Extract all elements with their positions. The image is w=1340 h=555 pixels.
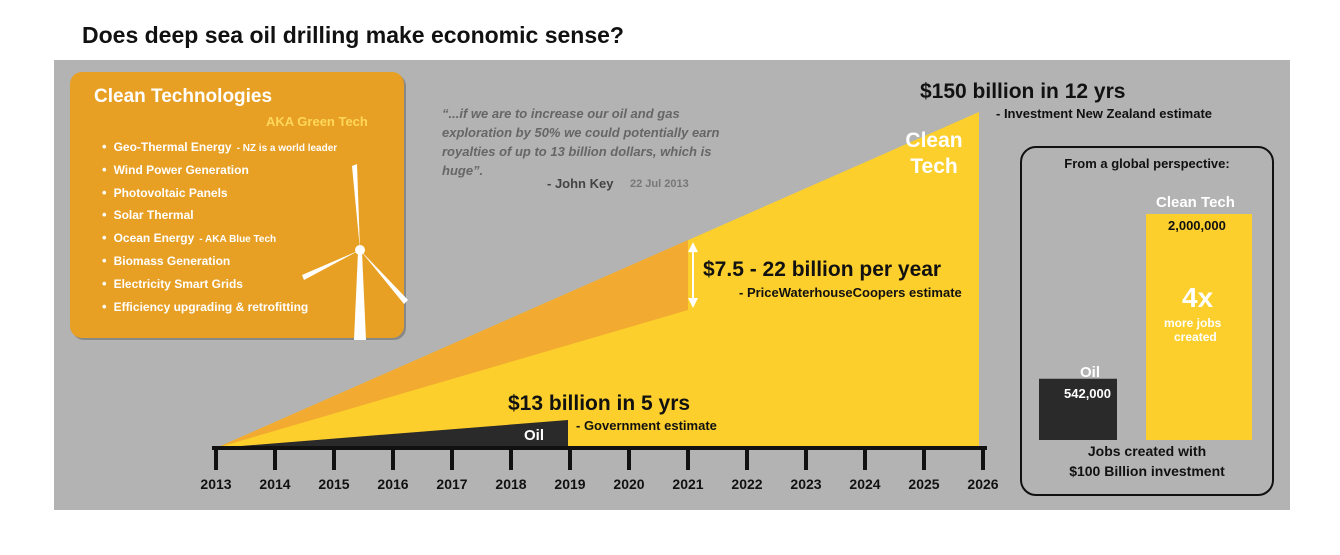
clean-tech-item-label: Ocean Energy [113,231,195,246]
pwc-range-area [216,240,688,448]
clean-tech-item-label: Electricity Smart Grids [113,276,243,291]
clean-tech-list-item: Ocean Energy - AKA Blue Tech [102,227,337,250]
clean-tech-box-subtitle: AKA Green Tech [266,114,368,129]
clean-tech-list-item: Geo-Thermal Energy - NZ is a world leader [102,136,338,159]
x-tick-label: 2018 [495,476,527,492]
clean-tech-list-item: Biomass Generation [102,250,337,273]
x-tick-label: 2016 [377,476,409,492]
clean-technologies-box: Clean Technologies AKA Green Tech Geo-Th… [70,72,408,340]
global-perspective-box [1020,146,1274,496]
x-tick-label: 2022 [731,476,763,492]
page-title: Does deep sea oil drilling make economic… [82,22,624,48]
bar-xlabel-line2: $100 Billion investment [1069,463,1225,479]
global-perspective-title: From a global perspective: [1064,156,1230,171]
x-tick-label: 2013 [200,476,232,492]
bar-category-clean-tech: Clean Tech [1156,194,1235,211]
bar-category-oil: Oil [1080,364,1101,381]
bar-oil [1039,378,1117,440]
clean-tech-item-label: Photovoltaic Panels [113,185,228,200]
clean-tech-list-item: Wind Power Generation [102,159,337,182]
clean-tech-list-item: Solar Thermal [102,204,337,227]
clean-tech-item-label: Wind Power Generation [113,162,249,177]
x-tick-label: 2015 [318,476,350,492]
oil-area-label: Oil [524,427,545,444]
bar-annotation-line1: more jobs [1164,316,1222,330]
clean-tech-box-title: Clean Technologies [94,86,273,107]
clean-tech-list-item: Electricity Smart Grids [102,273,337,296]
x-tick-label: 2025 [908,476,940,492]
x-tick-label: 2021 [672,476,704,492]
range-value-label: $7.5 - 22 billion per year [703,258,942,281]
range-arrow-head-top [688,242,698,253]
clean-tech-item-label: Efficiency upgrading & retrofitting [113,299,309,314]
clean-tech-item-note: - AKA Blue Tech [199,234,277,246]
clean-tech-item-note: - NZ is a world leader [236,143,338,154]
quote-author: - John Key [547,176,614,191]
clean-tech-source-label: - Investment New Zealand estimate [996,106,1213,121]
clean-tech-item-label: Solar Thermal [113,208,194,223]
clean-tech-list-item: Photovoltaic Panels [102,182,337,205]
clean-tech-total-label: $150 billion in 12 yrs [920,80,1126,103]
wind-turbine-icon [302,164,408,340]
x-tick-label: 2024 [849,476,881,492]
x-tick-label: 2019 [554,476,586,492]
bar-clean-tech [1146,214,1252,440]
bar-annotation-line2: created [1174,330,1217,344]
oil-area [216,420,568,448]
quote-text: “...if we are to increase our oil and ga… [442,106,720,178]
x-tick-label: 2017 [436,476,468,492]
bar-xlabel-line1: Jobs created with [1087,443,1207,459]
range-source-label: - PriceWaterhouseCoopers estimate [739,285,962,300]
clean-tech-item-label: Biomass Generation [113,253,231,268]
clean-tech-area-label: Clean Tech [905,129,963,178]
bar-value-clean-tech: 2,000,000 [1168,218,1226,233]
x-tick-label: 2023 [790,476,822,492]
x-tick-label: 2020 [613,476,645,492]
bar-value-oil: 542,000 [1064,386,1111,401]
x-tick-label: 2026 [967,476,999,492]
range-arrow-head-bottom [688,298,698,308]
oil-source-label: - Government estimate [576,418,717,433]
clean-tech-list: Geo-Thermal Energy - NZ is a world leader… [102,136,338,319]
oil-total-label: $13 billion in 5 yrs [508,392,691,415]
bar-annotation-big: 4x [1182,282,1214,313]
x-tick-label: 2014 [259,476,291,492]
clean-tech-item-label: Geo-Thermal Energy [113,140,232,154]
quote-date: 22 Jul 2013 [630,178,689,190]
clean-tech-list-item: Efficiency upgrading & retrofitting [102,296,337,319]
